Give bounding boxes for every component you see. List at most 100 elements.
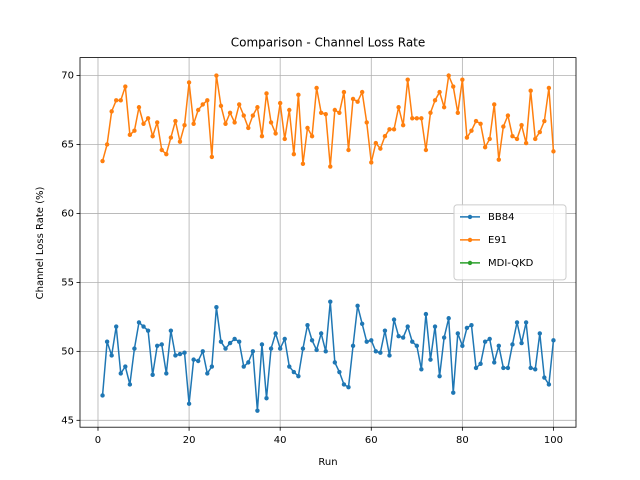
data-point (155, 120, 160, 125)
data-point (551, 338, 556, 343)
data-point (423, 147, 429, 153)
data-point (355, 99, 360, 104)
data-point (410, 339, 415, 344)
data-point (255, 105, 260, 110)
data-point (323, 349, 328, 354)
x-tick-label: 0 (95, 435, 101, 446)
data-point (396, 333, 401, 339)
data-point (423, 311, 429, 317)
data-point (205, 98, 210, 103)
data-point (150, 134, 155, 139)
data-point (478, 121, 483, 126)
data-point (410, 116, 415, 121)
data-point (114, 98, 119, 103)
data-point (296, 92, 301, 98)
data-point (246, 360, 251, 365)
data-point (396, 105, 401, 110)
data-point (414, 343, 420, 349)
data-point (441, 105, 447, 110)
data-point (305, 322, 310, 328)
data-point (337, 369, 342, 375)
data-point (387, 353, 392, 358)
data-point (378, 146, 383, 151)
data-point (428, 357, 433, 362)
data-point (309, 338, 315, 343)
x-axis-label: Run (318, 457, 337, 468)
data-point (155, 343, 160, 349)
data-point (209, 154, 215, 160)
data-point (537, 331, 542, 336)
data-point (300, 161, 306, 166)
data-point (382, 134, 388, 139)
data-point (510, 342, 515, 347)
data-point (382, 328, 388, 333)
data-point (369, 160, 374, 165)
data-point (533, 367, 538, 372)
data-point (164, 371, 169, 376)
y-tick-label: 50 (61, 346, 74, 357)
data-point (496, 343, 501, 349)
y-axis-label: Channel Loss Rate (%) (35, 187, 46, 300)
data-point (464, 135, 470, 140)
data-point (482, 339, 488, 344)
data-point (273, 131, 278, 136)
data-point (195, 358, 201, 364)
data-point (551, 149, 556, 154)
data-point (182, 122, 187, 128)
data-point (419, 367, 424, 372)
data-point (528, 88, 533, 93)
data-point (264, 396, 269, 401)
data-point (145, 116, 151, 121)
data-point (191, 357, 196, 362)
data-point (523, 140, 529, 146)
data-point (414, 116, 420, 121)
data-point (455, 110, 461, 115)
x-tick-label: 60 (365, 435, 378, 446)
data-point (277, 100, 283, 106)
x-tick-label: 20 (183, 435, 196, 446)
data-point (364, 120, 369, 125)
data-point (259, 342, 265, 347)
data-point (469, 322, 474, 328)
data-point (118, 371, 123, 376)
data-point (346, 385, 351, 390)
data-point (214, 73, 219, 78)
data-point (482, 145, 488, 150)
data-point (191, 121, 196, 126)
data-point (227, 340, 233, 346)
data-point (159, 342, 164, 347)
data-point (305, 125, 310, 131)
data-point (159, 147, 164, 153)
data-point (132, 346, 137, 351)
data-point (104, 339, 110, 344)
data-point (528, 365, 533, 371)
plot-frame (79, 57, 577, 428)
data-point (519, 122, 524, 128)
data-point (141, 121, 146, 126)
y-tick-label: 45 (61, 415, 74, 426)
data-point (337, 110, 342, 115)
data-point (437, 89, 442, 95)
data-point (287, 364, 292, 369)
data-point (487, 336, 492, 342)
data-point (505, 365, 511, 371)
data-point (464, 325, 470, 331)
data-point (173, 353, 178, 358)
data-point (441, 335, 447, 340)
data-point (205, 371, 210, 376)
data-point (177, 351, 183, 357)
data-point (469, 128, 474, 133)
data-point (496, 157, 501, 162)
data-point (378, 350, 383, 355)
y-tick-label: 65 (61, 139, 74, 150)
data-point (400, 335, 406, 340)
data-point (492, 360, 497, 365)
data-point (355, 303, 360, 309)
data-point (346, 147, 351, 153)
data-point (123, 364, 128, 369)
data-point (241, 364, 246, 369)
data-point (291, 369, 297, 375)
data-point (259, 134, 265, 139)
data-point (118, 98, 123, 103)
